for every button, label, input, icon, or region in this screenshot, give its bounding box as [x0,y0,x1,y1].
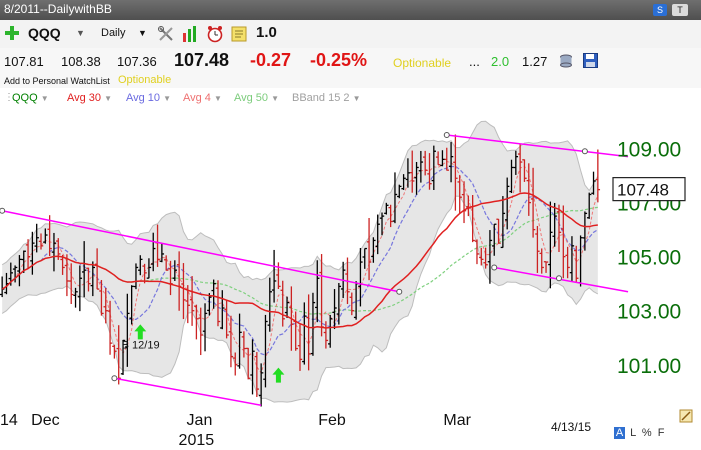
last-price-label: 107.48 [617,181,669,200]
y-tick-label: 103.00 [617,301,681,324]
add-watchlist-link[interactable]: Add to Personal WatchList [4,76,110,86]
legend-avg4-arrow-icon: ▼ [214,94,222,103]
pencil-icon[interactable] [679,409,693,423]
chart-mode-buttons: A L % F [614,427,664,441]
legend-avg10-label: Avg 10 [126,92,161,104]
legend-avg50-label: Avg 50 [234,92,269,104]
year-label: 2015 [179,432,215,449]
green-value: 2.0 [491,54,510,69]
legend-qqq-arrow-icon: ▼ [40,94,49,103]
trend-line-lower-left [114,377,262,407]
log-scale-button[interactable]: L [630,427,636,439]
change-percent: -0.25% [310,50,368,70]
legend-avg30-label: Avg 30 [67,92,102,104]
change-value: -0.27 [250,50,292,70]
legend-qqq-label: QQQ [12,92,38,104]
trend-anchor-point [396,288,403,295]
trend-line-upper-left [2,209,400,293]
legend-bband[interactable]: BBand 15 2 ▼ [292,92,360,104]
window-titlebar: 8/2011--DailywithBB S T [0,0,701,20]
optionable-label: Optionable [393,56,452,70]
bollinger-band-fill [2,121,598,403]
legend-avg4[interactable]: Avg 4 ▼ [183,92,222,104]
legend-avg10-arrow-icon: ▼ [163,94,172,103]
dark-value: 1.27 [522,54,548,69]
y-tick-label: 109.00 [617,139,681,162]
trend-line-upper-right [446,134,629,158]
save-icon[interactable] [583,53,598,68]
chart-date-label: 4/13/15 [551,420,592,434]
open-value: 107.81 [4,54,44,69]
alarm-clock-icon[interactable] [206,25,224,43]
tools-icon[interactable] [157,25,175,43]
buy-arrow-icon [272,367,285,383]
legend-avg4-label: Avg 4 [183,92,211,104]
bar-chart-icon[interactable] [181,25,199,43]
trend-anchor-point [111,375,118,382]
legend-avg30-arrow-icon: ▼ [104,94,113,103]
note-icon[interactable] [230,25,248,43]
legend-bband-arrow-icon: ▼ [352,94,361,103]
legend-bband-label: BBand 15 2 [292,92,350,104]
t-menu-button[interactable]: T [672,4,688,16]
y-tick-label: 101.00 [617,355,681,378]
trend-anchor-point [0,207,6,214]
trend-anchor-point [443,132,450,139]
symbol-dropdown-icon[interactable]: ▼ [76,28,85,38]
s-menu-button[interactable]: S [653,4,667,16]
legend-qqq[interactable]: QQQ ▼ [12,92,49,104]
indicator-legend: ⋮ QQQ ▼ Avg 30 ▼ Avg 10 ▼ Avg 4 ▼ Avg 50… [0,90,701,108]
trend-anchor-point [555,275,562,282]
auto-scale-button[interactable]: A [614,427,625,439]
price-chart[interactable]: B 12/19101.00103.00105.00107.00109.00107… [0,108,701,450]
fit-button[interactable]: F [657,427,665,439]
x-tick-label: Feb [318,412,346,429]
trend-anchor-point [491,264,498,271]
ellipsis-label: ... [469,54,480,69]
plus-icon[interactable] [5,26,19,40]
high-value: 108.38 [61,54,101,69]
last-price: 107.48 [174,50,230,70]
database-icon[interactable] [559,54,573,68]
bollinger-upper-line [1,120,599,281]
avg30-line [1,192,598,329]
x-tick-label: Jan [187,412,213,429]
low-value: 107.36 [117,54,157,69]
legend-avg10[interactable]: Avg 10 ▼ [126,92,171,104]
legend-toggle-icon[interactable]: ⋮ [4,92,14,103]
buy-arrow-icon [134,324,147,340]
legend-avg50[interactable]: Avg 50 ▼ [234,92,279,104]
toolbar: QQQ ▼ Daily ▼ 1.0 [0,20,701,49]
legend-avg30[interactable]: Avg 30 ▼ [67,92,112,104]
legend-avg50-arrow-icon: ▼ [271,94,280,103]
symbol-input[interactable]: QQQ [28,25,61,41]
zoom-value: 1.0 [256,24,277,41]
y-tick-label: 105.00 [617,247,681,270]
period-select[interactable]: Daily [101,27,126,39]
x-tick-label: Mar [443,412,471,429]
window-title: 8/2011--DailywithBB [4,2,112,16]
x-tick-label: Dec [31,412,59,429]
last-price-box [612,177,686,202]
period-dropdown-icon[interactable]: ▼ [138,28,147,38]
annotation-label: B 12/19 [122,340,160,352]
trend-anchor-point [581,148,588,155]
quote-bar: 107.81 108.38 107.36 107.48 -0.27 -0.25%… [0,48,701,88]
percent-scale-button[interactable]: % [641,427,652,439]
optionable-small-label: Optionable [118,74,172,86]
x-tick-label: 14 [0,412,18,429]
